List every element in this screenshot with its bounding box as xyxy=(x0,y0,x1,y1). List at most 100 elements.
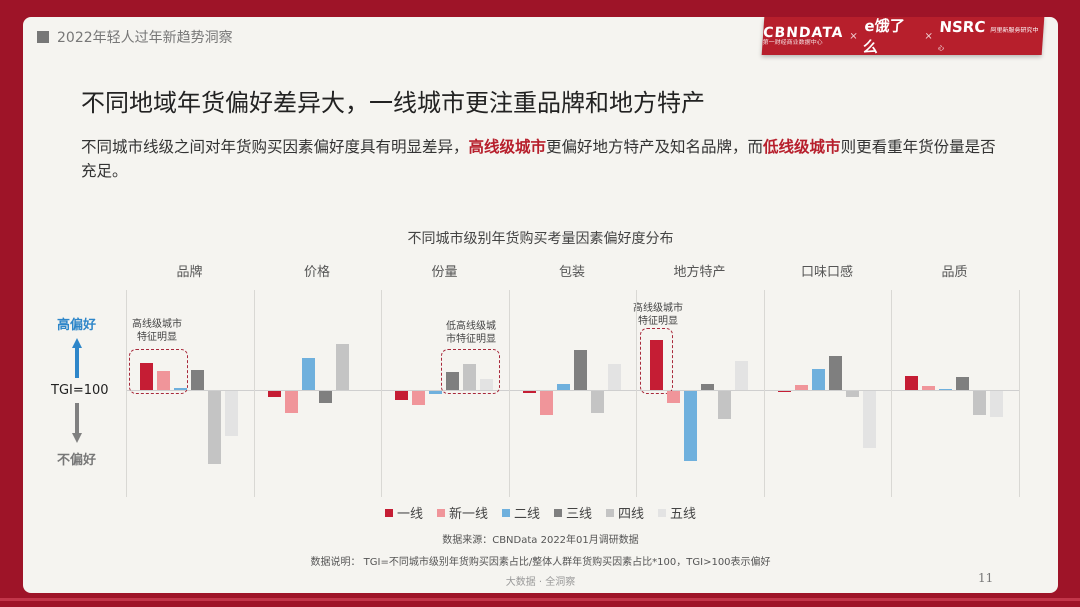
category-label: 地方特产 xyxy=(673,265,726,280)
annotation-line: 低高线级城 xyxy=(446,321,496,332)
column-divider xyxy=(636,290,637,497)
bottom-frame-line xyxy=(0,598,1080,601)
annotation-line: 高线级城市 xyxy=(132,319,182,330)
bar-三线 xyxy=(701,384,714,390)
bar-一线 xyxy=(395,391,408,400)
bar-新一线 xyxy=(284,391,298,413)
legend-label: 新一线 xyxy=(448,507,488,522)
nsrc-logo: NSRC 阿里新服务研究中心 xyxy=(938,18,1045,54)
column-divider xyxy=(1018,290,1020,497)
bar-三线 xyxy=(191,370,204,390)
bar-一线 xyxy=(650,340,663,390)
bar-三线 xyxy=(446,372,459,390)
footer-slogan: 大数据 · 全洞察 xyxy=(505,577,576,588)
cbndata-logo: CBNDATA 第一财经商业数据中心 xyxy=(762,25,844,46)
annotation-line: 特征明显 xyxy=(638,316,678,327)
legend-swatch-icon xyxy=(606,508,615,517)
data-source: 数据来源：CBNData 2022年01月调研数据 xyxy=(442,535,639,546)
bar-一线 xyxy=(140,363,153,390)
bar-一线 xyxy=(522,391,536,393)
axis-label-baseline: TGI=100 xyxy=(51,383,109,398)
bar-三线 xyxy=(956,377,969,390)
highlight-box-quantity xyxy=(441,349,500,394)
legend-label: 一线 xyxy=(396,507,423,522)
bar-四线 xyxy=(463,364,476,390)
bar-新一线 xyxy=(667,391,680,403)
desc-text: 则更看重年货份量是否充足。 xyxy=(81,138,996,180)
arrow-down-icon xyxy=(72,403,82,443)
bar-一线 xyxy=(267,391,281,397)
section-tag-label: 2022年轻人过年新趋势洞察 xyxy=(57,30,233,46)
annotation-line: 高线级城市 xyxy=(633,303,683,314)
desc-highlight-low-tier: 低线级城市 xyxy=(763,138,841,156)
bar-新一线 xyxy=(922,386,935,390)
bar-四线 xyxy=(718,391,731,419)
axis-label-low: 不偏好 xyxy=(57,453,97,468)
slide-card: 2022年轻人过年新趋势洞察 CBNDATA 第一财经商业数据中心 × e饿了么… xyxy=(23,17,1058,593)
legend-item: 一线 xyxy=(384,503,423,522)
bar-四线 xyxy=(590,391,604,413)
legend-swatch-icon xyxy=(436,508,445,517)
desc-highlight-high-tier: 高线级城市 xyxy=(468,138,547,156)
section-tag: 2022年轻人过年新趋势洞察 xyxy=(37,27,233,47)
legend-swatch-icon xyxy=(501,508,510,517)
column-divider xyxy=(763,290,765,497)
bar-五线 xyxy=(225,391,238,436)
annotation-line: 特征明显 xyxy=(137,332,177,343)
bar-五线 xyxy=(480,379,493,390)
legend-item: 三线 xyxy=(554,503,592,522)
tgi-baseline xyxy=(126,390,1019,391)
desc-text: 不同城市线级之间对年货购买因素偏好度具有明显差异， xyxy=(81,138,469,156)
bar-新一线 xyxy=(794,385,808,390)
category-label: 口味口感 xyxy=(800,265,853,280)
annotation-brand: 高线级城市 特征明显 xyxy=(125,318,189,344)
brand-separator: × xyxy=(848,30,859,42)
bar-二线 xyxy=(174,388,187,390)
bar-二线 xyxy=(429,391,442,394)
bar-五线 xyxy=(990,391,1003,417)
bar-二线 xyxy=(811,369,825,390)
category-label: 品牌 xyxy=(176,265,203,280)
page-number: 11 xyxy=(978,571,994,585)
legend-label: 二线 xyxy=(513,507,540,522)
legend-swatch-icon xyxy=(658,508,667,517)
data-note: 数据说明： TGI=不同城市级别年货购买因素占比/整体人群年货购买因素占比*10… xyxy=(310,557,771,568)
eleme-logo: e饿了么 xyxy=(862,17,906,56)
bar-新一线 xyxy=(539,391,553,415)
axis-label-high: 高偏好 xyxy=(57,318,97,333)
bar-三线 xyxy=(318,391,332,403)
bar-四线 xyxy=(335,344,349,390)
annotation-local-specialty: 高线级城市 特征明显 xyxy=(626,302,690,328)
brand-separator: × xyxy=(924,30,934,42)
column-divider xyxy=(253,290,255,497)
column-divider xyxy=(126,290,127,497)
legend-item: 二线 xyxy=(501,503,540,522)
legend-swatch-icon xyxy=(554,508,562,517)
bar-三线 xyxy=(573,350,587,390)
chart-title: 不同城市级别年货购买考量因素偏好度分布 xyxy=(407,231,674,247)
bar-五线 xyxy=(735,361,748,390)
column-divider xyxy=(508,290,510,497)
cbndata-sub: 第一财经商业数据中心 xyxy=(762,39,823,46)
category-label: 价格 xyxy=(303,265,330,280)
bar-四线 xyxy=(208,391,221,464)
bar-二线 xyxy=(556,384,570,390)
bar-一线 xyxy=(905,376,918,390)
highlight-box-local-specialty xyxy=(640,328,673,394)
category-label: 品质 xyxy=(941,265,968,280)
annotation-quantity: 低高线级城 市特征明显 xyxy=(439,320,503,346)
bar-五线 xyxy=(862,391,876,448)
bar-新一线 xyxy=(412,391,425,405)
column-divider xyxy=(891,290,892,497)
annotation-line: 市特征明显 xyxy=(446,334,496,345)
square-bullet-icon xyxy=(37,31,49,43)
legend-item: 新一线 xyxy=(436,503,488,522)
bar-五线 xyxy=(607,364,621,390)
description: 不同城市线级之间对年货购买因素偏好度具有明显差异，高线级城市更偏好地方特产及知名… xyxy=(81,135,1011,183)
arrow-up-icon xyxy=(72,338,82,378)
bar-新一线 xyxy=(157,371,170,390)
bar-二线 xyxy=(301,358,315,390)
column-divider xyxy=(381,290,382,497)
bar-一线 xyxy=(777,391,791,392)
page-title: 不同地域年货偏好差异大，一线城市更注重品牌和地方特产 xyxy=(81,89,705,117)
